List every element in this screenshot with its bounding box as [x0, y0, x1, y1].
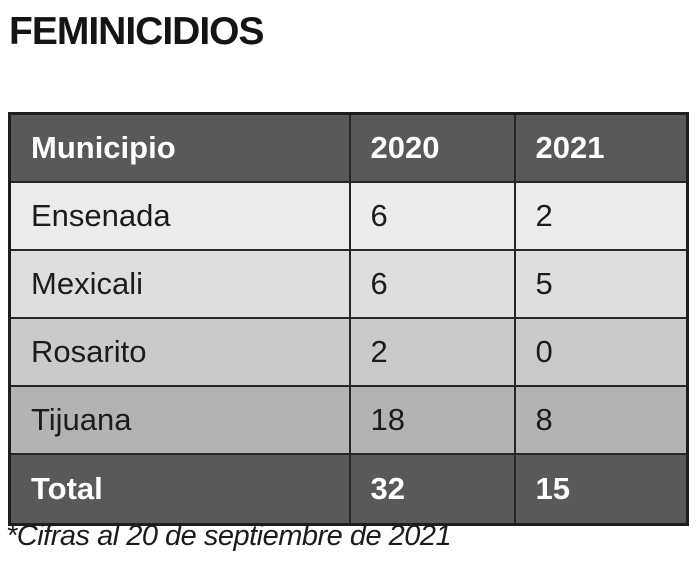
feminicidios-table: Municipio 2020 2021 Ensenada 6 2 Mexical…	[8, 112, 689, 526]
cell-municipio: Ensenada	[8, 181, 351, 251]
table-row-total: Total 32 15	[8, 453, 689, 526]
table-row-mexicali: Mexicali 6 5	[8, 249, 689, 319]
cell-municipio: Tijuana	[8, 385, 351, 455]
cell-total-label: Total	[8, 453, 351, 526]
column-header-municipio: Municipio	[8, 112, 351, 183]
table-row-ensenada: Ensenada 6 2	[8, 181, 689, 251]
footnote: *Cifras al 20 de septiembre de 2021	[6, 520, 452, 552]
table-header-row: Municipio 2020 2021	[8, 112, 689, 183]
cell-2020: 6	[348, 249, 516, 319]
cell-municipio: Mexicali	[8, 249, 351, 319]
cell-2021: 8	[513, 385, 689, 455]
cell-2020: 2	[348, 317, 516, 387]
cell-total-2021: 15	[513, 453, 689, 526]
cell-municipio: Rosarito	[8, 317, 351, 387]
cell-2021: 5	[513, 249, 689, 319]
page-title: FEMINICIDIOS	[9, 10, 265, 53]
cell-total-2020: 32	[348, 453, 516, 526]
cell-2021: 2	[513, 181, 689, 251]
table-row-tijuana: Tijuana 18 8	[8, 385, 689, 455]
cell-2021: 0	[513, 317, 689, 387]
column-header-2020: 2020	[348, 112, 516, 183]
cell-2020: 6	[348, 181, 516, 251]
table-row-rosarito: Rosarito 2 0	[8, 317, 689, 387]
cell-2020: 18	[348, 385, 516, 455]
column-header-2021: 2021	[513, 112, 689, 183]
